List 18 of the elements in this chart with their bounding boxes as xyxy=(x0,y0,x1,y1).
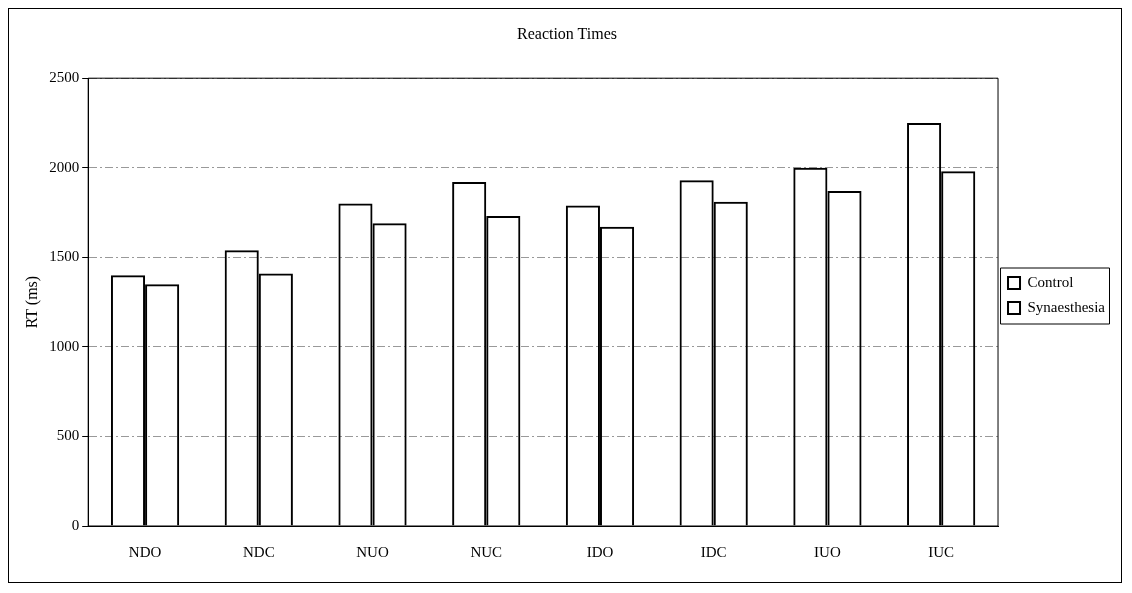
x-tick-label: NUO xyxy=(356,543,389,560)
x-tick-label: NDO xyxy=(128,543,162,560)
x-tick-label: IDC xyxy=(700,543,727,560)
x-tick-label: IUC xyxy=(928,543,955,560)
x-tick-label: NUC xyxy=(470,543,503,560)
y-tick-label: 2000 xyxy=(49,158,80,175)
legend-label: Control xyxy=(1027,273,1074,290)
y-tick-label: 2500 xyxy=(49,69,80,86)
y-tick-label: 500 xyxy=(56,427,80,444)
y-tick-label: 1000 xyxy=(49,337,80,354)
legend-label: Synaesthesia xyxy=(1027,298,1106,315)
y-tick-label: 0 xyxy=(71,516,80,533)
x-tick-label: IDO xyxy=(586,543,614,560)
chart-title: Reaction Times xyxy=(516,24,618,42)
x-tick-label: IUO xyxy=(814,543,841,560)
y-tick-label: 1500 xyxy=(49,248,80,265)
x-tick-label: NDC xyxy=(242,543,275,560)
y-axis-title: RT (ms) xyxy=(22,275,41,329)
